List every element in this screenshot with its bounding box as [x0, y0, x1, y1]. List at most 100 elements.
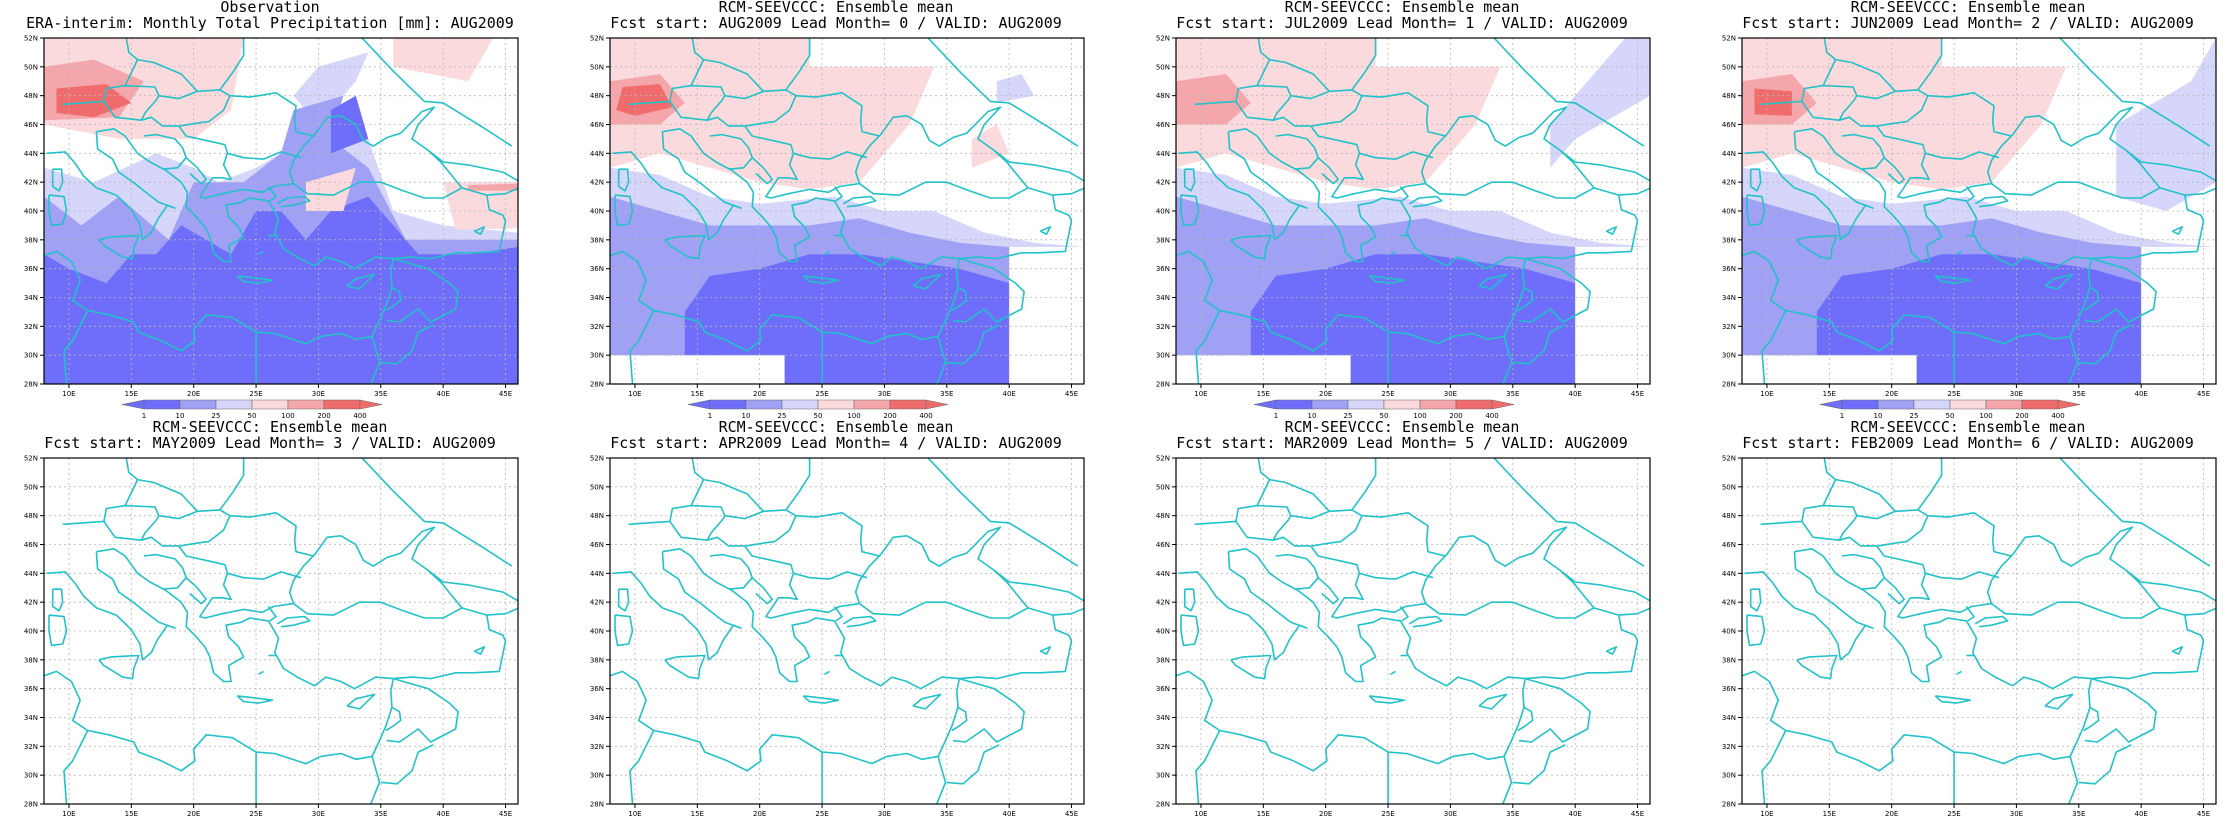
lat-tick-label: 34N — [590, 714, 604, 722]
precipitation-map: 10E 15E 20E 25E 30E 35E 40E 45E 28N 30N 32N 34N 36N 3… — [590, 455, 1085, 818]
lat-tick-label: 30N — [1722, 772, 1736, 780]
lon-tick-label: 45E — [2197, 390, 2210, 398]
lon-tick-label: 20E — [1319, 810, 1332, 818]
lat-tick-label: 40N — [590, 208, 604, 216]
lat-tick-label: 46N — [1156, 541, 1170, 549]
coastlines — [1742, 38, 2216, 384]
lon-tick-label: 25E — [815, 390, 828, 398]
lat-tick-label: 30N — [590, 772, 604, 780]
lat-tick-label: 52N — [24, 35, 38, 43]
lat-tick-label: 32N — [1722, 323, 1736, 331]
colorbar-label: 50 — [814, 412, 823, 420]
lat-tick-label: 40N — [1722, 208, 1736, 216]
lat-tick-label: 30N — [1156, 772, 1170, 780]
precipitation-map: 10E 15E 20E 25E 30E 35E 40E 45E 28N 30N 32N 34N 36N 3… — [1156, 35, 1651, 420]
colorbar-label: 400 — [1485, 412, 1498, 420]
lat-tick-label: 32N — [590, 743, 604, 751]
lon-tick-label: 40E — [1002, 810, 1015, 818]
lat-tick-label: 38N — [24, 236, 38, 244]
lon-tick-label: 30E — [312, 390, 325, 398]
panel-title: RCM-SEEVCCC: Ensemble mean — [152, 418, 388, 436]
lat-tick-label: 48N — [590, 92, 604, 100]
lat-tick-label: 30N — [24, 772, 38, 780]
lon-tick-label: 15E — [1257, 390, 1270, 398]
lon-tick-label: 45E — [1065, 810, 1078, 818]
grid-lines — [44, 458, 518, 804]
lat-tick-label: 48N — [24, 512, 38, 520]
lat-tick-label: 28N — [590, 381, 604, 389]
panel-subtitle: Fcst start: MAR2009 Lead Month= 5 / VALI… — [1176, 434, 1628, 452]
lon-tick-label: 25E — [1381, 810, 1394, 818]
colorbar-label: 1 — [708, 412, 712, 420]
lon-tick-label: 45E — [1631, 810, 1644, 818]
lat-tick-label: 30N — [590, 352, 604, 360]
lat-tick-label: 42N — [1722, 179, 1736, 187]
panel-subtitle: ERA-interim: Monthly Total Precipitation… — [26, 14, 514, 32]
lon-tick-label: 35E — [374, 390, 387, 398]
map-panel: RCM-SEEVCCC: Ensemble mean Fcst start: FE… — [1698, 420, 2238, 840]
coastlines — [44, 38, 518, 384]
lon-tick-label: 25E — [249, 810, 262, 818]
colorbar-label: 100 — [1979, 412, 1992, 420]
lat-tick-label: 28N — [24, 381, 38, 389]
lat-tick-label: 52N — [1722, 455, 1736, 463]
lon-tick-label: 20E — [1885, 810, 1898, 818]
lon-tick-label: 45E — [1631, 390, 1644, 398]
lon-tick-label: 40E — [1568, 810, 1581, 818]
lon-tick-label: 10E — [628, 810, 641, 818]
colorbar-label: 10 — [176, 412, 185, 420]
panel-subtitle: Fcst start: JUN2009 Lead Month= 2 / VALI… — [1742, 14, 2194, 32]
lon-tick-label: 20E — [753, 810, 766, 818]
lat-tick-label: 28N — [1156, 381, 1170, 389]
grid-lines — [1742, 38, 2216, 384]
colorbar-label: 1 — [1840, 412, 1844, 420]
lat-tick-label: 40N — [1722, 628, 1736, 636]
panel-subtitle: Fcst start: AUG2009 Lead Month= 0 / VALI… — [610, 14, 1062, 32]
precipitation-map: 10E 15E 20E 25E 30E 35E 40E 45E 28N 30N 32N 34N 36N 3… — [1156, 455, 1651, 818]
lon-tick-label: 20E — [1885, 390, 1898, 398]
lat-tick-label: 42N — [590, 599, 604, 607]
lat-tick-label: 52N — [1156, 35, 1170, 43]
lat-tick-label: 40N — [590, 628, 604, 636]
lat-tick-label: 38N — [1156, 236, 1170, 244]
colorbar: 1 10 25 50 100 200 400 — [1253, 399, 1515, 420]
lon-tick-label: 15E — [1257, 810, 1270, 818]
map-panel: RCM-SEEVCCC: Ensemble mean Fcst start: JU… — [1698, 0, 2238, 420]
lat-tick-label: 28N — [1722, 381, 1736, 389]
lon-tick-label: 15E — [125, 390, 138, 398]
colorbar-label: 10 — [742, 412, 751, 420]
coastlines — [610, 458, 1084, 804]
precip-fill — [1742, 38, 2216, 384]
grid-lines — [610, 458, 1084, 804]
lon-tick-label: 30E — [1444, 810, 1457, 818]
lon-tick-label: 10E — [1194, 390, 1207, 398]
lat-tick-label: 48N — [590, 512, 604, 520]
lat-tick-label: 36N — [1156, 265, 1170, 273]
lat-tick-label: 34N — [590, 294, 604, 302]
lon-tick-label: 45E — [499, 390, 512, 398]
precipitation-map: 10E 15E 20E 25E 30E 35E 40E 45E 28N 30N 32N 34N 36N 3… — [1722, 35, 2217, 420]
precipitation-map: 10E 15E 20E 25E 30E 35E 40E 45E 28N 30N 32N 34N 36N 3… — [590, 35, 1085, 420]
panel-subtitle: Fcst start: APR2009 Lead Month= 4 / VALI… — [610, 434, 1062, 452]
lat-tick-label: 32N — [1156, 743, 1170, 751]
lat-tick-label: 40N — [24, 208, 38, 216]
colorbar-label: 100 — [1413, 412, 1426, 420]
lon-tick-label: 25E — [1947, 810, 1960, 818]
lat-tick-label: 28N — [24, 801, 38, 809]
lat-tick-label: 50N — [1156, 63, 1170, 71]
colorbar-label: 200 — [2015, 412, 2028, 420]
lon-tick-label: 35E — [940, 810, 953, 818]
lat-tick-label: 32N — [24, 743, 38, 751]
colorbar-label: 25 — [212, 412, 221, 420]
lat-tick-label: 48N — [1722, 92, 1736, 100]
lat-tick-label: 48N — [24, 92, 38, 100]
lat-tick-label: 30N — [24, 352, 38, 360]
lat-tick-label: 36N — [590, 265, 604, 273]
lon-tick-label: 40E — [2134, 810, 2147, 818]
lat-tick-label: 44N — [24, 570, 38, 578]
lon-tick-label: 25E — [1947, 390, 1960, 398]
panel-title: RCM-SEEVCCC: Ensemble mean — [718, 418, 954, 436]
lat-tick-label: 50N — [590, 483, 604, 491]
lon-tick-label: 20E — [753, 390, 766, 398]
lat-tick-label: 50N — [1722, 483, 1736, 491]
